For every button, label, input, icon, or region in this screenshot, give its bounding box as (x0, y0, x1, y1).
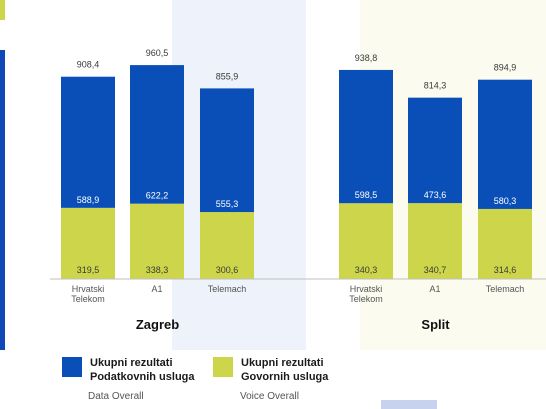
tick-label-split-telemach-0: Telemach (486, 284, 525, 294)
bar-data-zagreb-a1 (130, 65, 184, 204)
label-voice-split-hrvatski-telekom: 340,3 (355, 265, 378, 275)
bar-voice-split-a1 (408, 203, 462, 279)
label-voice-zagreb-hrvatski-telekom: 319,5 (77, 265, 100, 275)
label-data-zagreb-telemach: 555,3 (216, 199, 239, 209)
tick-label-split-a1-0: A1 (429, 284, 440, 294)
group-label-split: Split (421, 317, 450, 332)
label-voice-split-a1: 340,7 (424, 265, 447, 275)
label-data-split-a1: 473,6 (424, 190, 447, 200)
bar-voice-split-telemach (478, 208, 532, 279)
label-data-zagreb-a1: 622,2 (146, 191, 169, 201)
label-voice-split-telemach: 314,6 (494, 265, 517, 275)
bar-data-zagreb-telemach (200, 88, 254, 213)
label-data-split-telemach: 580,3 (494, 196, 517, 206)
tick-label-zagreb-hrvatski-telekom-0: Hrvatski (72, 284, 105, 294)
legend-swatch-voice (213, 357, 233, 377)
bar-voice-split-hrvatski-telekom (339, 203, 393, 279)
bar-voice-zagreb-a1 (130, 203, 184, 279)
tick-label-split-hrvatski-telekom-1: Telekom (349, 294, 383, 304)
legend-title-voice: Ukupni rezultati Govornih usluga (241, 357, 329, 383)
legend-item-voice: Ukupni rezultati Govornih usluga (213, 356, 361, 384)
legend-title-data: Ukupni rezultati Podatkovnih usluga (90, 357, 195, 383)
legend-swatch-data (62, 357, 82, 377)
label-total-zagreb-hrvatski-telekom: 908,4 (77, 60, 100, 70)
tick-label-zagreb-a1-0: A1 (151, 284, 162, 294)
label-data-zagreb-hrvatski-telekom: 588,9 (77, 195, 100, 205)
label-voice-zagreb-a1: 338,3 (146, 265, 169, 275)
bar-voice-zagreb-telemach (200, 212, 254, 279)
tick-label-zagreb-telemach-0: Telemach (208, 284, 247, 294)
tick-label-zagreb-hrvatski-telekom-1: Telekom (71, 294, 105, 304)
group-label-zagreb: Zagreb (136, 317, 179, 332)
bar-data-split-hrvatski-telekom (339, 69, 393, 204)
label-total-zagreb-telemach: 855,9 (216, 71, 239, 81)
legend-subtitle-voice: Voice Overall (240, 391, 299, 402)
label-data-split-hrvatski-telekom: 598,5 (355, 190, 378, 200)
bar-voice-zagreb-hrvatski-telekom (61, 207, 115, 279)
chart: 908,4588,9319,5HrvatskiTelekom960,5622,2… (0, 0, 546, 350)
label-total-split-telemach: 894,9 (494, 63, 517, 73)
bar-data-zagreb-hrvatski-telekom (61, 76, 115, 208)
legend-item-data: Ukupni rezultati Podatkovnih usluga (62, 356, 210, 384)
legend-subtitle-data: Data Overall (88, 391, 144, 402)
label-total-split-hrvatski-telekom: 938,8 (355, 53, 378, 63)
bar-data-split-telemach (478, 79, 532, 209)
top-accent-bar (0, 0, 5, 20)
bars-layer: 908,4588,9319,5HrvatskiTelekom960,5622,2… (50, 48, 546, 332)
label-total-zagreb-a1: 960,5 (146, 48, 169, 58)
bottom-accent-block (381, 400, 437, 409)
bar-data-split-a1 (408, 97, 462, 204)
tick-label-split-hrvatski-telekom-0: Hrvatski (350, 284, 383, 294)
left-accent-bar (0, 50, 5, 350)
label-total-split-a1: 814,3 (424, 81, 447, 91)
label-voice-zagreb-telemach: 300,6 (216, 265, 239, 275)
